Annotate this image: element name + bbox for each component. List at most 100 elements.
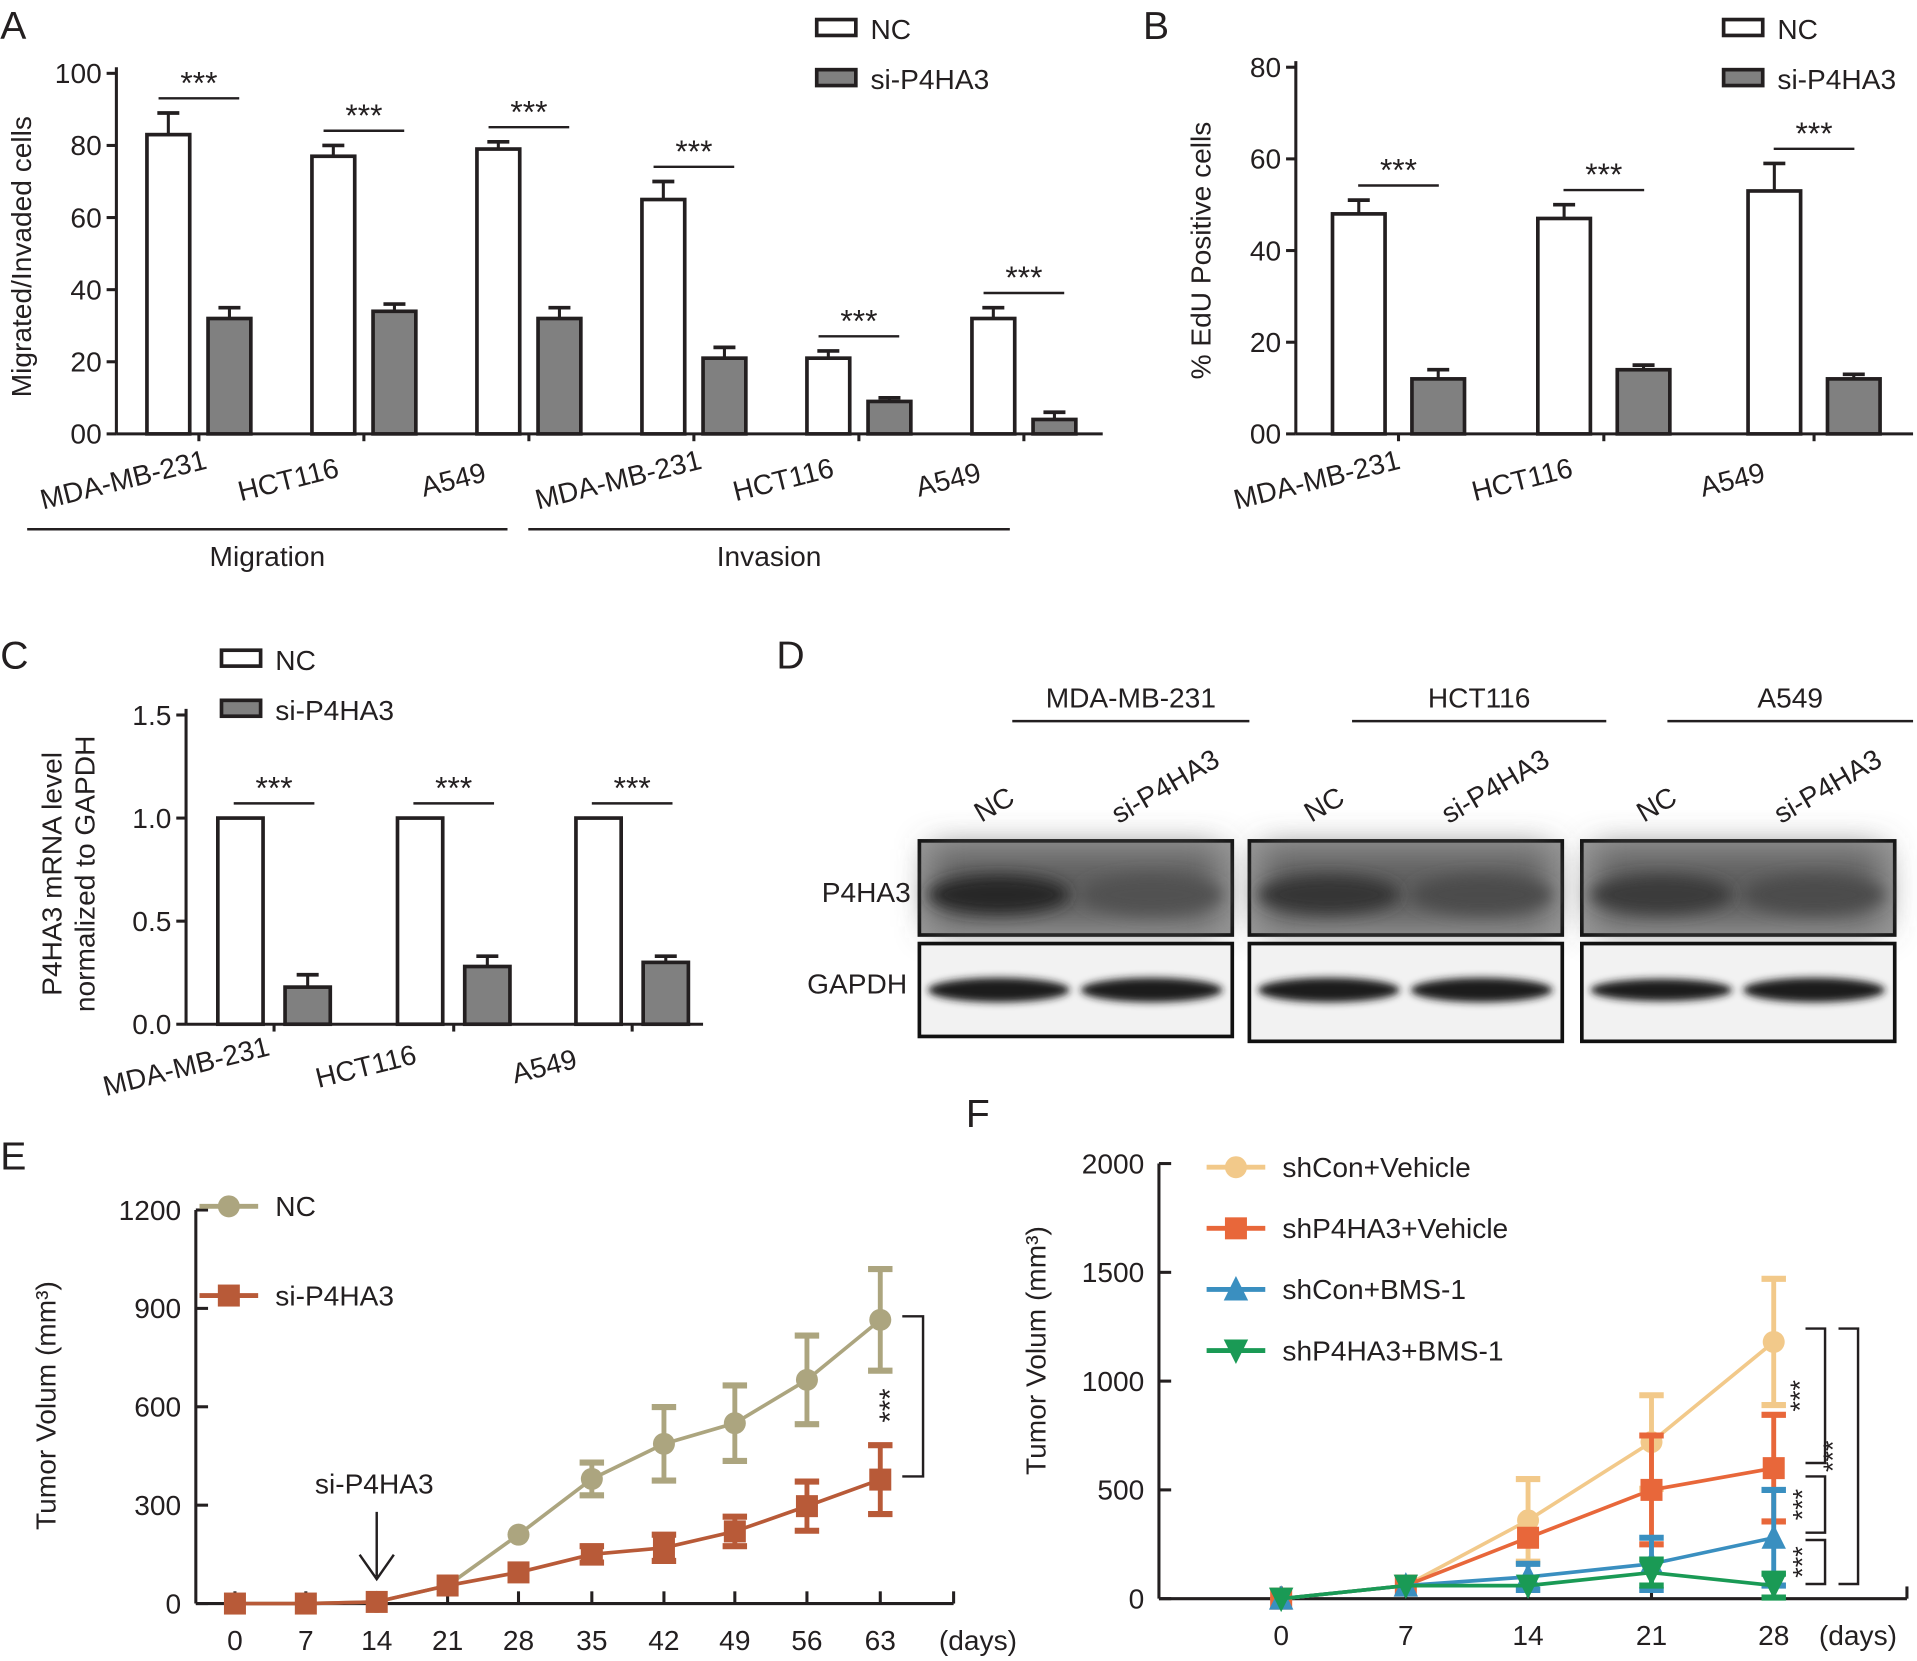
x-tick-label: 7	[1398, 1620, 1414, 1651]
x-tick-label: 0	[227, 1625, 243, 1656]
x-tick-label: 35	[576, 1625, 607, 1656]
x-axis-unit: (days)	[939, 1625, 1017, 1656]
x-category-label: MDA-MB-231	[532, 444, 705, 515]
bar-si	[371, 309, 418, 436]
y-tick-label: 60	[1250, 144, 1281, 175]
lane-label: si-P4HA3	[1106, 743, 1224, 829]
panel-f-line-chart: 0 500 1000 1500 2000 0 7 14 21 28 (days) Tumor Volu…	[1020, 1148, 1909, 1651]
significance-label: ***	[256, 770, 293, 806]
y-tick-label: 900	[134, 1293, 181, 1324]
y-tick-label: 60	[70, 202, 101, 233]
y-axis-label: Tumor Volum (mm³)	[1020, 1226, 1051, 1475]
panel-letter-a: A	[0, 5, 27, 48]
marker-circle	[1517, 1509, 1540, 1532]
legend-swatch-si	[219, 698, 263, 719]
y-tick-label: 20	[70, 347, 101, 378]
y-axis-label: P4HA3 mRNA level	[36, 752, 67, 996]
x-tick-label: 49	[719, 1625, 750, 1656]
bar-nc	[310, 154, 357, 436]
x-tick-label: 28	[503, 1625, 534, 1656]
legend-label: shCon+Vehicle	[1282, 1152, 1470, 1183]
x-axis-unit: (days)	[1819, 1620, 1897, 1651]
marker-square	[365, 1590, 388, 1613]
x-tick-label: 42	[648, 1625, 679, 1656]
bar-nc	[216, 816, 265, 1027]
bar-nc	[145, 132, 192, 436]
marker-square	[294, 1592, 317, 1615]
x-tick-label: 63	[865, 1625, 896, 1656]
x-tick-label: 14	[361, 1625, 392, 1656]
y-tick-label: 1500	[1082, 1257, 1145, 1288]
x-category-label: HCT116	[1469, 452, 1576, 507]
marker-triangle-down	[1761, 1574, 1786, 1600]
marker-square	[217, 1284, 240, 1307]
x-tick-label: 28	[1758, 1620, 1789, 1651]
marker-square	[1762, 1457, 1785, 1480]
marker-square	[652, 1536, 675, 1559]
significance-label: ***	[675, 133, 712, 169]
marker-circle	[869, 1308, 892, 1331]
legend-swatch-nc	[814, 17, 858, 38]
marker-square	[795, 1495, 818, 1518]
x-tick-label: 21	[1636, 1620, 1667, 1651]
y-tick-label: 0	[1129, 1583, 1145, 1614]
x-category-label: A549	[509, 1043, 580, 1089]
bar-nc	[1536, 216, 1593, 436]
lane-label: si-P4HA3	[1436, 743, 1554, 829]
significance-label: ***	[614, 770, 651, 806]
lane-label: NC	[969, 781, 1020, 828]
x-category-label: A549	[913, 457, 984, 503]
marker-circle	[795, 1368, 818, 1391]
x-category-label: HCT116	[730, 452, 837, 507]
y-tick-label: 40	[70, 274, 101, 305]
band-gapdh	[927, 977, 1070, 1003]
marker-circle	[723, 1412, 746, 1435]
bar-nc	[640, 197, 687, 436]
band-gapdh	[1080, 977, 1223, 1003]
significance-bracket	[902, 1315, 925, 1478]
annotation-label: si-P4HA3	[315, 1469, 434, 1500]
significance-label: ***	[180, 64, 217, 100]
significance-bracket	[1805, 1475, 1827, 1534]
y-tick-label: 1200	[119, 1195, 182, 1226]
marker-triangle-down	[1268, 1587, 1294, 1613]
legend-label: shP4HA3+BMS-1	[1282, 1335, 1503, 1366]
legend-label: shCon+BMS-1	[1282, 1274, 1466, 1305]
y-tick-label: 40	[1250, 235, 1281, 266]
arrow-head-icon	[358, 1553, 395, 1582]
y-tick-label: 80	[1250, 52, 1281, 83]
marker-square	[223, 1592, 246, 1615]
cell-line-label: A549	[1757, 683, 1823, 714]
marker-circle	[1224, 1156, 1247, 1179]
cell-line-label: MDA-MB-231	[1046, 683, 1216, 714]
panel-e-line-chart: 0 300 600 900 1200 0 7 14 21 28 35 42 49 56 63 (days) Tu…	[30, 1191, 1017, 1656]
bar-si	[701, 356, 748, 436]
marker-circle	[652, 1432, 675, 1455]
marker-triangle-up	[1223, 1276, 1249, 1301]
x-tick-label: 0	[1273, 1620, 1289, 1651]
y-axis-label: Migrated/Invaded cells	[6, 116, 37, 397]
x-category-label: HCT116	[235, 452, 342, 507]
bar-nc	[1746, 189, 1803, 436]
legend-swatch-nc	[1721, 17, 1765, 38]
bar-nc	[475, 147, 522, 436]
significance-bracket	[1838, 1327, 1860, 1586]
bar-si	[1615, 367, 1672, 436]
y-tick-label: 0	[166, 1588, 182, 1619]
band-p4ha3	[1743, 875, 1885, 915]
legend-swatch-si	[814, 67, 858, 88]
marker-square	[580, 1543, 603, 1566]
marker-circle	[507, 1523, 530, 1546]
marker-square	[1224, 1217, 1247, 1240]
marker-triangle-up	[1761, 1524, 1786, 1549]
y-tick-label: 00	[70, 419, 101, 450]
y-tick-label: 0.5	[132, 906, 171, 937]
marker-square	[436, 1574, 459, 1597]
panel-a-bar-chart: 00 20 40 60 80 100 Migrated/Invaded cells *** MD…	[6, 14, 1103, 572]
panel-d-western-blot: MDA-MB-231 NC si-P4HA3 HCT116 NC si-P4HA3 A549…	[807, 683, 1914, 1044]
y-tick-label: 00	[1250, 419, 1281, 450]
bar-nc	[970, 316, 1017, 436]
legend-label-nc: NC	[871, 14, 912, 45]
y-tick-label: 500	[1097, 1475, 1144, 1506]
band-p4ha3	[927, 875, 1070, 915]
